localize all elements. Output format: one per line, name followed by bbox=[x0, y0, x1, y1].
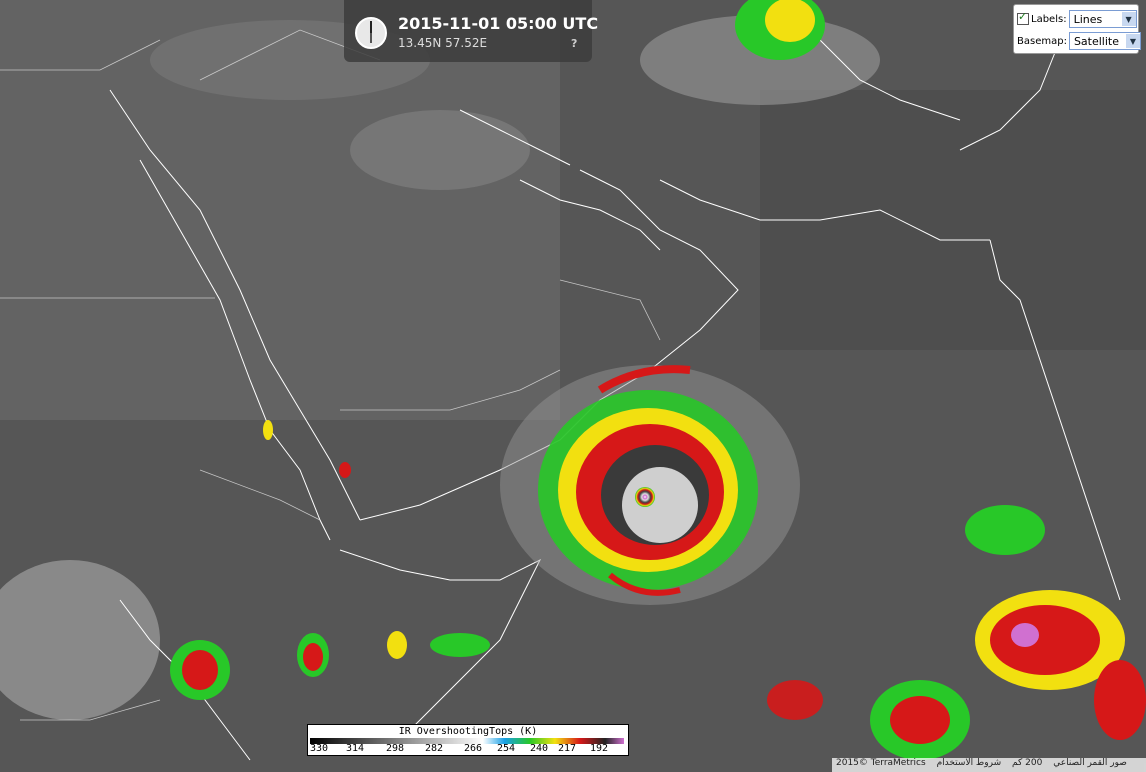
light-cloud-patch bbox=[350, 110, 530, 190]
legend-tick: 266 bbox=[464, 743, 483, 754]
color-legend: IR OvershootingTops (K) 330 314 298 282 … bbox=[307, 724, 629, 756]
chevron-down-icon: ▼ bbox=[1125, 34, 1140, 48]
legend-colorbar bbox=[310, 738, 624, 744]
clock-icon bbox=[355, 17, 387, 49]
scale-text: 200 كم bbox=[1012, 758, 1043, 768]
convective-cells bbox=[170, 0, 1146, 760]
basemap-select[interactable]: Satellite ▼ bbox=[1068, 32, 1141, 50]
imagery-text: صور القمر الصناعي bbox=[1053, 758, 1127, 768]
legend-tick: 240 bbox=[530, 743, 549, 754]
light-cloud-patch bbox=[0, 560, 160, 720]
legend-tick: 254 bbox=[497, 743, 516, 754]
legend-tick: 192 bbox=[590, 743, 609, 754]
coastlines bbox=[109, 39, 1121, 761]
basemap-row: Basemap: Satellite ▼ bbox=[1017, 31, 1141, 51]
coordinates-label: 13.45N 57.52E bbox=[398, 36, 488, 50]
labels-label: Labels: bbox=[1031, 13, 1067, 25]
country-borders bbox=[0, 29, 661, 721]
terms-link[interactable]: شروط الاستخدام bbox=[936, 758, 1002, 768]
legend-tick: 314 bbox=[346, 743, 365, 754]
labels-value: Lines bbox=[1073, 12, 1103, 26]
help-button[interactable]: ? bbox=[571, 37, 578, 50]
legend-title: IR OvershootingTops (K) bbox=[398, 726, 538, 737]
datetime-label: 2015-11-01 05:00 UTC bbox=[398, 14, 599, 33]
darker-east-region bbox=[760, 90, 1146, 350]
copyright-text: 2015© TerraMetrics bbox=[836, 758, 926, 768]
cyclone-chapala bbox=[500, 365, 800, 605]
map-attribution: 2015© TerraMetrics صور القمر الصناعي 200… bbox=[832, 758, 1146, 772]
legend-tick: 330 bbox=[310, 743, 329, 754]
basemap-value: Satellite bbox=[1073, 34, 1119, 48]
labels-row: Labels: Lines ▼ bbox=[1017, 9, 1137, 29]
legend-ticks: 330 314 298 282 266 254 240 217 192 bbox=[310, 743, 624, 755]
checkbox-checked-icon[interactable] bbox=[1017, 10, 1029, 25]
basemap-label: Basemap: bbox=[1017, 35, 1067, 47]
chevron-down-icon: ▼ bbox=[1121, 12, 1136, 26]
time-panel: 2015-11-01 05:00 UTC 13.45N 57.52E ? bbox=[344, 0, 598, 62]
labels-select[interactable]: Lines ▼ bbox=[1068, 10, 1137, 28]
legend-tick: 282 bbox=[425, 743, 444, 754]
map-controls: Labels: Lines ▼ Basemap: Satellite ▼ bbox=[1013, 4, 1141, 54]
legend-tick: 217 bbox=[558, 743, 577, 754]
legend-tick: 298 bbox=[386, 743, 405, 754]
